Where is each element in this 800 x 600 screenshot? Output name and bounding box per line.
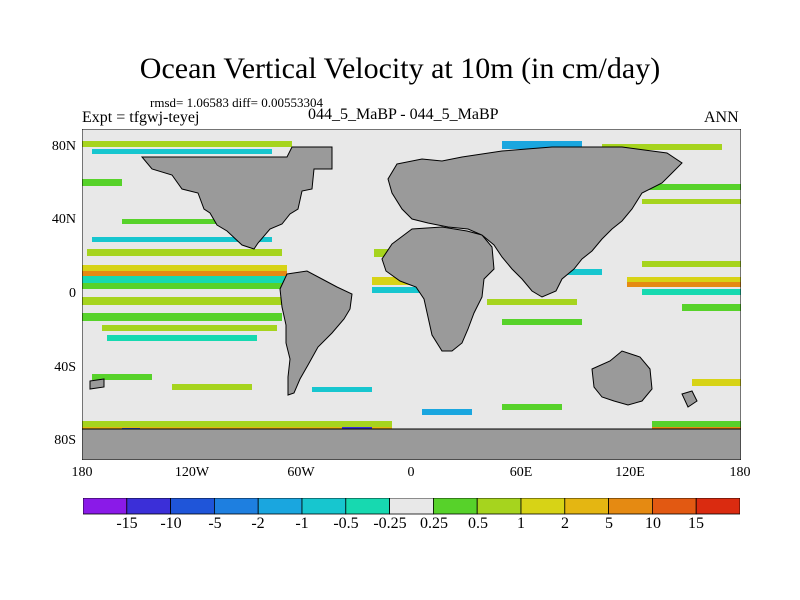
colorbar-swatch (608, 498, 653, 515)
rmsd-diff-stats: rmsd= 1.06583 diff= 0.00553304 (150, 95, 323, 110)
colorbar-label: -0.25 (373, 515, 407, 532)
colorbar-swatch (652, 498, 697, 515)
colorbar-swatch (520, 498, 566, 515)
colorbar-label: 10 (645, 515, 661, 532)
colorbar-swatch (476, 498, 522, 515)
colorbar-swatch (389, 498, 434, 515)
colorbar-swatch (345, 498, 390, 515)
colorbar-swatch (257, 498, 303, 515)
lon-tick-label: 60E (509, 465, 533, 480)
colorbar-swatch (83, 498, 128, 515)
lat-tick-label: 80S (54, 433, 76, 448)
colorbar (83, 498, 740, 515)
land-masses (82, 146, 741, 460)
colorbar-swatch (170, 498, 215, 515)
colorbar-swatch (564, 498, 609, 515)
lat-tick-label: 0 (69, 286, 76, 301)
lon-tick-label: 120E (615, 465, 645, 480)
colorbar-label: 2 (561, 515, 569, 532)
colorbar-swatch (301, 498, 347, 515)
experiment-label: Expt = tfgwj-teyej (82, 109, 200, 126)
colorbar-label: 15 (688, 515, 704, 532)
lat-tick-label: 80N (51, 139, 76, 154)
lat-tick-label: 40N (51, 212, 76, 227)
global-velocity-map (82, 129, 741, 460)
colorbar-label: -15 (116, 515, 138, 532)
colorbar-label: -2 (251, 515, 265, 532)
colorbar-label: -1 (295, 515, 309, 532)
lon-tick-label: 120W (174, 465, 210, 480)
season-label: ANN (704, 109, 739, 126)
colorbar-label: 5 (605, 515, 613, 532)
case-label: 044_5_MaBP - 044_5_MaBP (308, 106, 499, 123)
colorbar-label: -0.5 (333, 515, 359, 532)
colorbar-swatch (213, 498, 259, 515)
colorbar-label: -5 (208, 515, 222, 532)
colorbar-swatch (432, 498, 478, 515)
velocity-field (82, 141, 741, 438)
colorbar-label: 1 (517, 515, 525, 532)
colorbar-swatch (695, 498, 740, 515)
lon-tick-label: 180 (729, 465, 751, 480)
lat-tick-label: 40S (54, 360, 76, 375)
colorbar-label: 0.5 (468, 515, 488, 532)
map-title: Ocean Vertical Velocity at 10m (in cm/da… (139, 52, 661, 85)
lon-tick-label: 0 (407, 465, 415, 480)
colorbar-label: 0.25 (420, 515, 448, 532)
lon-tick-label: 60W (287, 465, 315, 480)
colorbar-label: -10 (160, 515, 182, 532)
lon-tick-label: 180 (71, 465, 93, 480)
colorbar-swatch (126, 498, 171, 515)
